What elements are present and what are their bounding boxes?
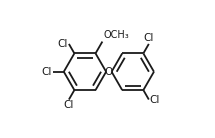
Text: OCH₃: OCH₃ <box>103 30 129 40</box>
Text: Cl: Cl <box>64 100 74 110</box>
Text: Cl: Cl <box>58 39 68 49</box>
Text: O: O <box>105 67 113 77</box>
Text: Cl: Cl <box>42 67 52 77</box>
Text: Cl: Cl <box>144 33 154 43</box>
Text: Cl: Cl <box>149 95 160 104</box>
